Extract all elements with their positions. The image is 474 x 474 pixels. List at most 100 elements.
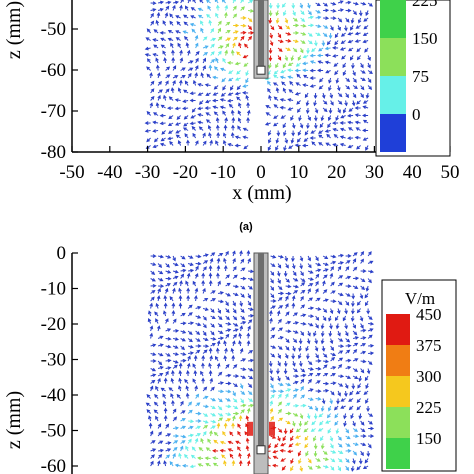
field-arrow — [201, 377, 205, 384]
field-arrow — [187, 0, 191, 4]
field-arrow — [232, 340, 236, 347]
field-arrow — [163, 460, 167, 467]
field-arrow — [322, 100, 328, 105]
field-arrow — [186, 369, 190, 377]
field-arrow — [172, 345, 179, 349]
field-arrow — [267, 130, 272, 137]
field-arrow — [162, 50, 167, 56]
field-arrow — [292, 368, 298, 373]
field-arrow — [156, 460, 161, 467]
field-arrow — [347, 120, 354, 125]
field-arrow — [360, 336, 367, 340]
field-arrow — [217, 371, 223, 377]
field-arrow — [354, 31, 361, 36]
field-arrow — [282, 87, 287, 94]
field-arrow — [300, 10, 305, 16]
field-arrow — [320, 330, 325, 338]
field-arrow — [247, 0, 254, 4]
field-arrow — [267, 80, 272, 86]
field-arrow — [165, 80, 169, 86]
field-arrow — [202, 51, 209, 56]
field-arrow — [304, 130, 309, 136]
field-arrow — [307, 388, 314, 392]
field-arrow — [354, 106, 361, 110]
field-arrow — [367, 334, 373, 339]
field-arrow — [223, 340, 227, 347]
field-arrow — [208, 132, 212, 139]
field-arrow — [180, 74, 186, 79]
y-tick-label: -10 — [41, 279, 66, 300]
field-arrow — [275, 10, 280, 17]
field-arrow — [232, 42, 236, 49]
field-arrow — [191, 28, 196, 34]
probe-a — [253, 0, 269, 79]
field-arrow — [277, 353, 281, 359]
field-arrow — [285, 388, 292, 392]
field-arrow — [337, 458, 343, 463]
field-arrow — [318, 134, 324, 139]
field-arrow — [237, 110, 242, 116]
field-arrow — [347, 144, 354, 149]
field-arrow — [200, 20, 204, 26]
field-arrow — [367, 315, 373, 321]
field-arrow — [367, 2, 373, 7]
field-arrow — [338, 374, 345, 379]
field-arrow — [202, 297, 209, 302]
field-arrow — [280, 458, 286, 462]
field-arrow — [277, 345, 283, 350]
field-arrow — [339, 142, 346, 147]
field-arrow — [292, 413, 299, 417]
field-arrow — [240, 285, 246, 290]
field-arrow — [345, 330, 349, 337]
field-arrow — [344, 323, 348, 330]
field-arrow — [330, 443, 334, 449]
field-arrow — [215, 4, 220, 11]
field-arrow — [277, 47, 283, 53]
field-arrow — [192, 378, 197, 384]
field-arrow — [185, 392, 190, 399]
colorbar-swatch — [380, 76, 406, 114]
field-arrow — [342, 62, 347, 69]
field-arrow — [232, 308, 237, 314]
field-arrow — [240, 293, 245, 298]
field-arrow — [149, 325, 154, 332]
field-arrow — [239, 300, 243, 307]
field-arrow — [360, 420, 365, 426]
field-arrow — [182, 99, 189, 103]
y-tick-label: -30 — [41, 350, 66, 371]
field-arrow — [236, 96, 241, 101]
colorbar-tick-label: 225 — [416, 398, 442, 417]
field-arrow — [356, 405, 361, 411]
field-arrow — [307, 465, 313, 470]
field-arrow — [178, 369, 183, 377]
field-arrow — [186, 139, 190, 146]
field-arrow — [318, 77, 324, 83]
field-arrow — [172, 255, 176, 262]
field-arrow — [234, 91, 241, 96]
field-arrow — [296, 137, 301, 143]
field-arrow — [232, 390, 236, 397]
field-arrow — [182, 127, 189, 131]
field-arrow — [187, 401, 193, 407]
field-arrow — [246, 116, 250, 124]
field-arrow — [171, 302, 176, 309]
field-arrow — [348, 47, 354, 52]
field-arrow — [240, 0, 244, 4]
field-arrow — [202, 253, 209, 258]
field-arrow — [363, 17, 369, 22]
field-arrow — [180, 255, 186, 260]
field-arrow — [210, 58, 216, 64]
field-arrow — [232, 30, 239, 34]
field-arrow — [356, 145, 361, 150]
field-arrow — [195, 338, 201, 342]
field-arrow — [273, 115, 279, 119]
field-arrow — [277, 25, 283, 30]
field-arrow — [355, 390, 361, 395]
field-arrow — [355, 25, 361, 29]
field-arrow — [209, 257, 214, 264]
field-arrow — [313, 330, 317, 337]
field-arrow — [223, 264, 228, 272]
field-arrow — [202, 307, 209, 311]
field-arrow — [187, 409, 193, 414]
probe-b — [247, 252, 275, 474]
